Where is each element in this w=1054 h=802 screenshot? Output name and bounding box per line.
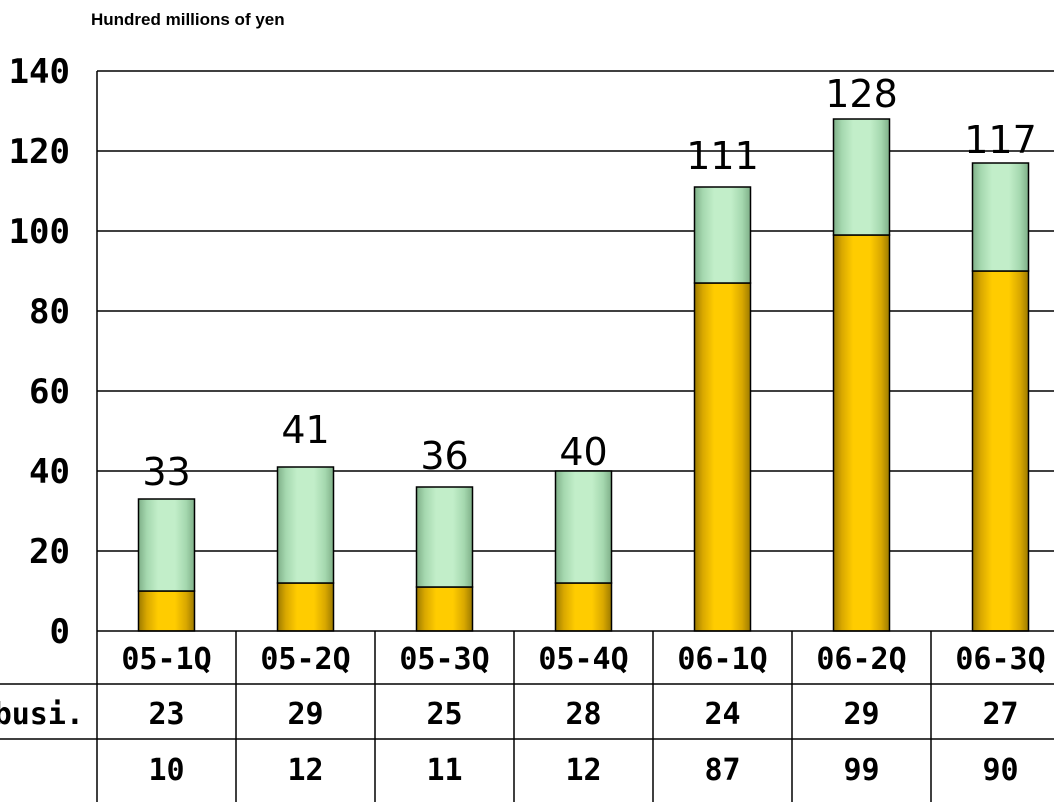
bar-segment-top xyxy=(415,486,474,588)
bar-segment-bottom xyxy=(832,234,891,632)
category-label: 06-1Q xyxy=(677,642,767,677)
table-cell-value: 90 xyxy=(982,753,1018,788)
bar-segment-bottom xyxy=(693,282,752,632)
table-cell-value: 24 xyxy=(704,697,740,732)
y-tick-label: 100 xyxy=(9,212,70,252)
category-label: 05-2Q xyxy=(260,642,350,677)
table-cell-value: 23 xyxy=(148,697,184,732)
bar-segment-bottom xyxy=(137,590,196,632)
bar-segment-top xyxy=(554,470,613,584)
y-tick-label: 140 xyxy=(9,52,70,92)
table-cell-value: 29 xyxy=(843,697,879,732)
category-label: 05-3Q xyxy=(399,642,489,677)
y-tick-label: 20 xyxy=(29,532,70,572)
bar-segment-bottom xyxy=(415,586,474,632)
category-label: 05-1Q xyxy=(121,642,211,677)
category-label: 05-4Q xyxy=(538,642,628,677)
table-cell-value: 25 xyxy=(426,697,462,732)
bar-segment-top xyxy=(276,466,335,584)
table-row-label: busi. xyxy=(0,697,84,732)
bar-total-label: 41 xyxy=(281,408,329,452)
table-cell-value: 12 xyxy=(565,753,601,788)
bar-total-label: 40 xyxy=(559,430,607,474)
bar-segment-top xyxy=(832,118,891,236)
table-cell-value: 10 xyxy=(148,753,184,788)
category-label: 06-2Q xyxy=(816,642,906,677)
bar-total-label: 33 xyxy=(142,450,190,494)
y-tick-label: 80 xyxy=(29,292,70,332)
table-cell-value: 11 xyxy=(426,753,462,788)
table-cell-value: 87 xyxy=(704,753,740,788)
y-tick-label: 0 xyxy=(50,612,70,652)
bar-segment-top xyxy=(137,498,196,592)
bar-segment-top xyxy=(693,186,752,284)
y-tick-label: 60 xyxy=(29,372,70,412)
table-cell-value: 29 xyxy=(287,697,323,732)
bar-segment-top xyxy=(971,162,1030,272)
y-axis-unit-label: Hundred millions of yen xyxy=(91,10,285,29)
table-cell-value: 12 xyxy=(287,753,323,788)
table-cell-value: 28 xyxy=(565,697,601,732)
bar-total-label: 111 xyxy=(686,134,759,178)
category-label: 06-3Q xyxy=(955,642,1045,677)
bar-segment-bottom xyxy=(971,270,1030,632)
bar-total-label: 36 xyxy=(420,434,468,478)
table-cell-value: 27 xyxy=(982,697,1018,732)
bar-total-label: 128 xyxy=(825,72,898,116)
bar-segment-bottom xyxy=(554,582,613,632)
bar-segment-bottom xyxy=(276,582,335,632)
bar-total-label: 117 xyxy=(964,118,1037,162)
y-tick-label: 120 xyxy=(9,132,70,172)
y-tick-label: 40 xyxy=(29,452,70,492)
table-cell-value: 99 xyxy=(843,753,879,788)
